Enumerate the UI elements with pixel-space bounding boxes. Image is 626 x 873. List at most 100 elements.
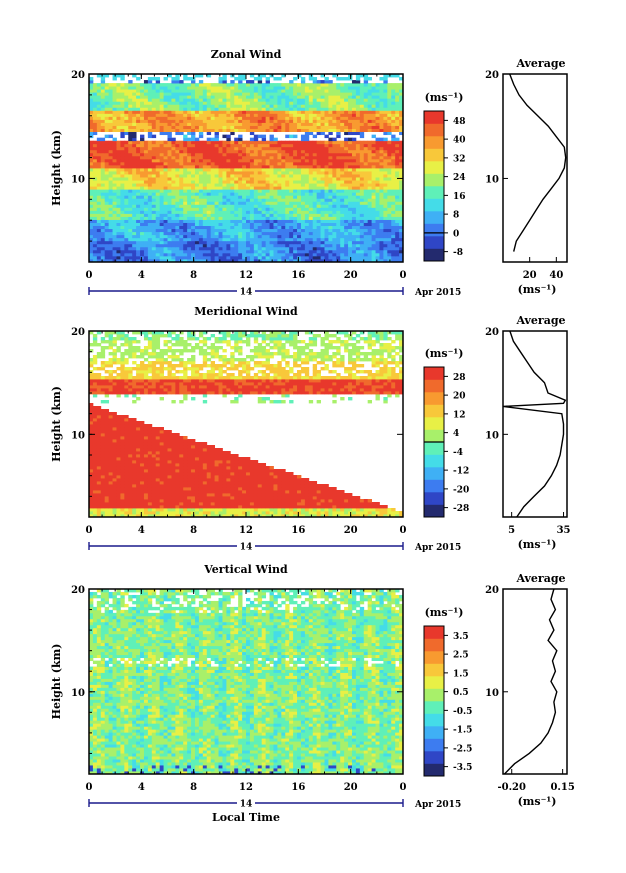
heatmap-cell	[293, 246, 298, 251]
heatmap-cell	[265, 171, 270, 175]
heatmap-cell	[140, 210, 145, 214]
heatmap-cell	[143, 207, 149, 211]
heatmap-cell	[202, 146, 208, 151]
heatmap-cell	[304, 189, 310, 193]
heatmap-cell	[265, 225, 270, 230]
heatmap-cell	[253, 183, 259, 187]
heatmap-cell	[206, 95, 212, 99]
heatmap-cell	[261, 219, 267, 223]
heatmap-cell	[234, 137, 239, 142]
heatmap-cell	[234, 252, 239, 257]
heatmap-cell	[171, 243, 176, 248]
heatmap-cell	[108, 180, 113, 184]
heatmap-cell	[383, 192, 388, 196]
heatmap-cell	[202, 158, 208, 163]
heatmap-cell	[92, 511, 98, 515]
heatmap-cell	[179, 171, 184, 175]
colorbar-swatch	[424, 161, 444, 174]
heatmap-cell	[222, 164, 227, 169]
heatmap-cell	[108, 107, 113, 111]
heatmap-cell	[391, 183, 396, 187]
heatmap-cell	[96, 146, 102, 151]
heatmap-cell	[273, 252, 278, 257]
heatmap-cell	[128, 161, 133, 166]
heatmap-cell	[273, 125, 278, 129]
heatmap-cell	[355, 237, 361, 242]
heatmap-cell	[277, 168, 282, 172]
heatmap-cell	[351, 216, 357, 220]
heatmap-cell	[242, 240, 247, 245]
heatmap-cell	[214, 113, 219, 117]
heatmap-cell	[304, 116, 310, 120]
heatmap-cell	[312, 198, 318, 202]
heatmap-cell	[316, 131, 321, 136]
heatmap-cell	[202, 180, 208, 184]
heatmap-cell	[187, 158, 192, 163]
heatmap-cell	[206, 125, 212, 129]
heatmap-cell	[300, 168, 306, 172]
heatmap-cell	[96, 201, 102, 205]
heatmap-cell	[399, 234, 404, 239]
heatmap-cell	[359, 86, 365, 90]
heatmap-cell	[198, 174, 204, 178]
heatmap-cell	[175, 125, 180, 129]
heatmap-cell	[116, 122, 121, 126]
heatmap-cell	[147, 95, 153, 99]
heatmap-cell	[246, 168, 251, 172]
heatmap-cell	[234, 119, 239, 123]
heatmap-cell	[399, 192, 404, 196]
heatmap-cell	[234, 207, 239, 211]
heatmap-cell	[304, 231, 310, 236]
heatmap-cell	[175, 210, 180, 214]
heatmap-cell	[363, 225, 369, 230]
heatmap-cell	[214, 95, 219, 99]
heatmap-cell	[300, 201, 306, 205]
heatmap-cell	[324, 249, 329, 254]
heatmap-cell	[167, 125, 172, 129]
heatmap-cell	[355, 116, 361, 120]
heatmap-cell	[363, 164, 369, 169]
heatmap-cell	[261, 201, 267, 205]
heatmap-cell	[304, 222, 310, 227]
heatmap-cell	[234, 86, 239, 90]
heatmap-cell	[273, 177, 278, 181]
heatmap-cell	[312, 152, 318, 157]
heatmap-cell	[344, 131, 349, 136]
heatmap-cell	[320, 237, 325, 242]
heatmap-cell	[222, 228, 227, 233]
heatmap-cell	[371, 164, 376, 169]
heatmap-cell	[355, 77, 361, 81]
heatmap-cell	[116, 104, 121, 108]
heatmap-cell	[312, 177, 318, 181]
heatmap-cell	[242, 174, 247, 178]
heatmap-cell	[96, 252, 102, 257]
heatmap-cell	[320, 110, 325, 114]
heatmap-cell	[300, 86, 306, 90]
heatmap-cell	[143, 125, 149, 129]
heatmap-cell	[175, 198, 180, 202]
heatmap-cell	[277, 180, 282, 184]
heatmap-cell	[183, 77, 188, 81]
heatmap-cell	[355, 107, 361, 111]
heatmap-cell	[344, 161, 349, 166]
heatmap-cell	[297, 222, 302, 227]
heatmap-cell	[140, 171, 145, 175]
heatmap-cell	[332, 249, 337, 254]
heatmap-cell	[104, 149, 110, 154]
heatmap-cell	[187, 231, 192, 236]
heatmap-cell	[116, 198, 121, 202]
heatmap-cell	[151, 246, 157, 251]
heatmap-cell	[312, 107, 318, 111]
heatmap-cell	[304, 216, 310, 220]
heatmap-cell	[183, 237, 188, 242]
heatmap-cell	[167, 122, 172, 126]
heatmap-cell	[281, 183, 286, 187]
heatmap-cell	[120, 122, 125, 126]
heatmap-cell	[395, 231, 400, 236]
heatmap-cell	[155, 514, 161, 518]
heatmap-cell	[147, 225, 153, 230]
heatmap-cell	[140, 219, 145, 223]
heatmap-cell	[222, 231, 227, 236]
heatmap-cell	[167, 192, 172, 196]
heatmap-cell	[399, 116, 404, 120]
